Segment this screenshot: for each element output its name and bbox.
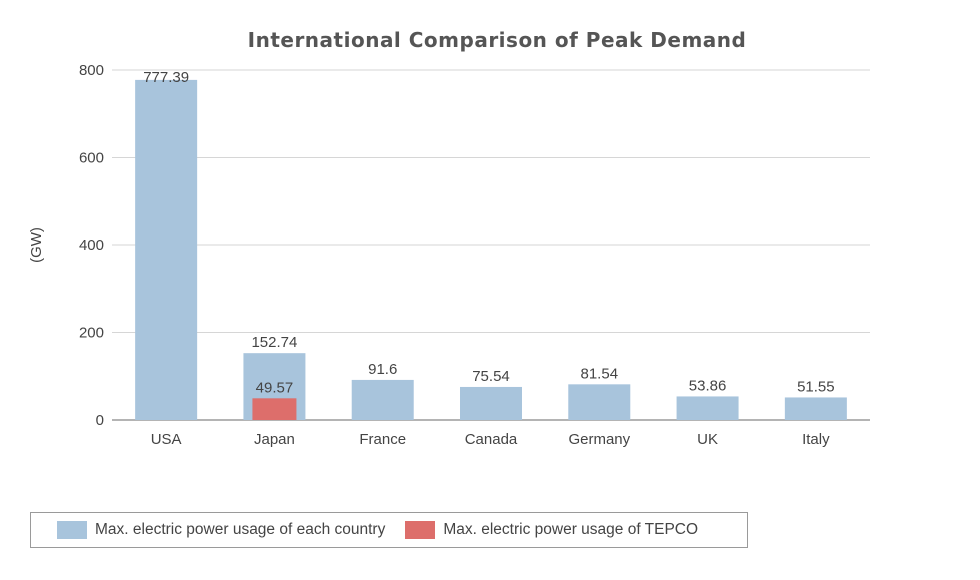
bar: [252, 398, 297, 420]
x-tick-label: France: [359, 431, 406, 448]
x-tick-label: USA: [151, 431, 182, 448]
y-tick-label: 0: [96, 412, 104, 429]
y-tick-label: 400: [79, 237, 104, 254]
data-label: 91.6: [368, 361, 397, 378]
legend-item-each-country: Max. electric power usage of each countr…: [57, 521, 385, 539]
chart-title: International Comparison of Peak Demand: [248, 28, 747, 52]
legend-item-tepco: Max. electric power usage of TEPCO: [405, 521, 698, 539]
bar: [351, 379, 414, 420]
x-tick-label: Germany: [568, 431, 630, 448]
legend-label-each-country: Max. electric power usage of each countr…: [95, 521, 386, 538]
data-label: 75.54: [472, 368, 510, 385]
legend-swatch-each-country: [57, 521, 87, 539]
x-tick-label: Italy: [802, 431, 830, 448]
y-tick-label: 600: [79, 150, 104, 167]
legend-swatch-tepco: [405, 521, 436, 539]
y-tick-label: 800: [79, 62, 104, 79]
data-label: 49.57: [256, 379, 294, 396]
bar: [135, 79, 198, 420]
data-label: 53.86: [689, 377, 727, 394]
bar: [784, 397, 847, 420]
x-tick-label: UK: [697, 431, 718, 448]
x-tick-label: Japan: [254, 431, 295, 448]
bars: [135, 79, 847, 420]
bar: [460, 386, 522, 420]
data-label: 81.54: [581, 365, 619, 382]
data-labels: 777.39 152.74 91.6 75.54 81.54 53.86 51.55 49.5…: [143, 69, 834, 396]
y-tick-label: 200: [79, 325, 104, 342]
data-label: 777.39: [143, 69, 189, 86]
y-axis-ticks: 0 200 400 600 800: [79, 62, 104, 429]
data-label: 51.55: [797, 378, 835, 395]
bar: [676, 396, 739, 420]
legend: Max. electric power usage of each countr…: [30, 512, 748, 548]
x-tick-label: Canada: [465, 431, 518, 448]
x-axis-ticks: USA Japan France Canada Germany UK Italy: [151, 431, 830, 448]
data-label: 152.74: [251, 334, 297, 351]
bar: [568, 384, 631, 420]
y-axis-title: (GW): [28, 227, 45, 263]
legend-label-tepco: Max. electric power usage of TEPCO: [443, 521, 699, 538]
